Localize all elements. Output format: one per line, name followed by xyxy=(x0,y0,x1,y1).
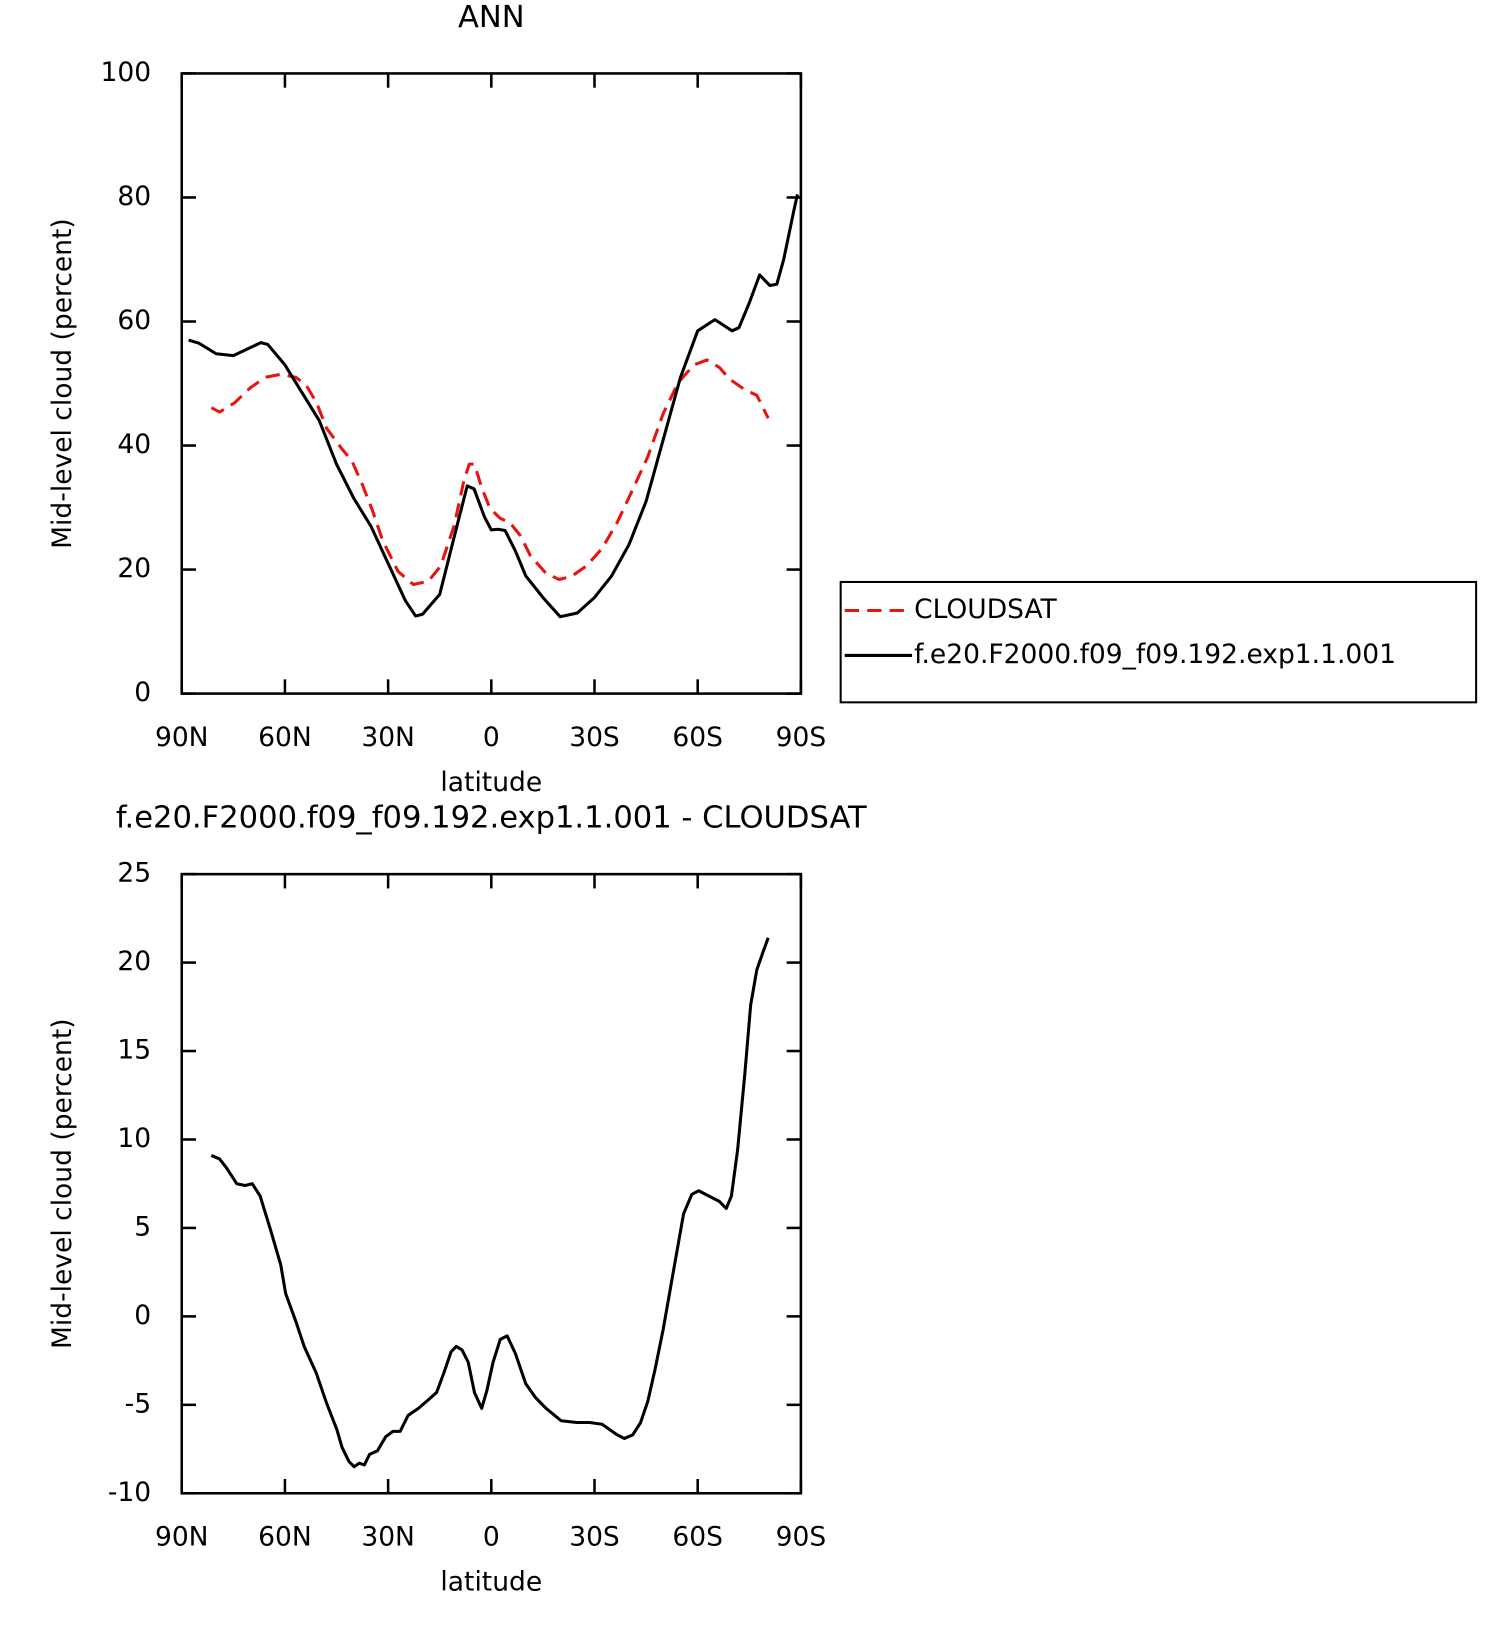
y-tick-label: 25 xyxy=(117,858,151,889)
y-tick-label: 10 xyxy=(117,1123,151,1154)
x-axis-label: latitude xyxy=(440,1567,542,1598)
legend-box xyxy=(839,580,1478,704)
chart-title: f.e20.F2000.f09_f09.192.exp1.1.001 - CLO… xyxy=(116,801,867,836)
x-tick-label: 0 xyxy=(483,1522,500,1553)
plot-frame xyxy=(180,872,803,1495)
y-tick-label: -10 xyxy=(108,1477,151,1508)
x-tick-label: 30N xyxy=(361,722,415,753)
x-tick-label: 30S xyxy=(569,1522,620,1553)
y-tick-label: 60 xyxy=(117,305,151,336)
data-line xyxy=(188,194,799,619)
y-tick-label: 20 xyxy=(117,946,151,977)
x-tick-label: 90S xyxy=(776,1522,827,1553)
y-tick-label: 20 xyxy=(117,553,151,584)
x-tick-label: 90N xyxy=(155,1522,209,1553)
legend-label: CLOUDSAT xyxy=(914,594,1057,625)
legend-label: f.e20.F2000.f09_f09.192.exp1.1.001 xyxy=(914,639,1396,670)
x-axis-label: latitude xyxy=(440,767,542,798)
y-axis-label: Mid-level cloud (percent) xyxy=(47,218,78,549)
x-tick-label: 60S xyxy=(672,722,723,753)
x-tick-label: 0 xyxy=(483,722,500,753)
y-tick-label: 80 xyxy=(117,181,151,212)
chart-title: ANN xyxy=(458,0,525,35)
y-axis-label: Mid-level cloud (percent) xyxy=(47,1018,78,1349)
y-tick-label: -5 xyxy=(125,1388,151,1419)
data-line xyxy=(210,358,770,586)
x-tick-label: 90S xyxy=(776,722,827,753)
x-tick-label: 60N xyxy=(258,1522,312,1553)
x-tick-label: 30N xyxy=(361,1522,415,1553)
y-tick-label: 100 xyxy=(101,57,152,88)
y-tick-label: 0 xyxy=(134,677,151,708)
x-tick-label: 90N xyxy=(155,722,209,753)
plot-frame xyxy=(180,72,803,695)
y-tick-label: 5 xyxy=(134,1211,151,1242)
y-tick-label: 0 xyxy=(134,1300,151,1331)
x-tick-label: 60S xyxy=(672,1522,723,1553)
y-tick-label: 40 xyxy=(117,429,151,460)
x-tick-label: 60N xyxy=(258,722,312,753)
data-line xyxy=(210,937,770,1469)
y-tick-label: 15 xyxy=(117,1035,151,1066)
x-tick-label: 30S xyxy=(569,722,620,753)
